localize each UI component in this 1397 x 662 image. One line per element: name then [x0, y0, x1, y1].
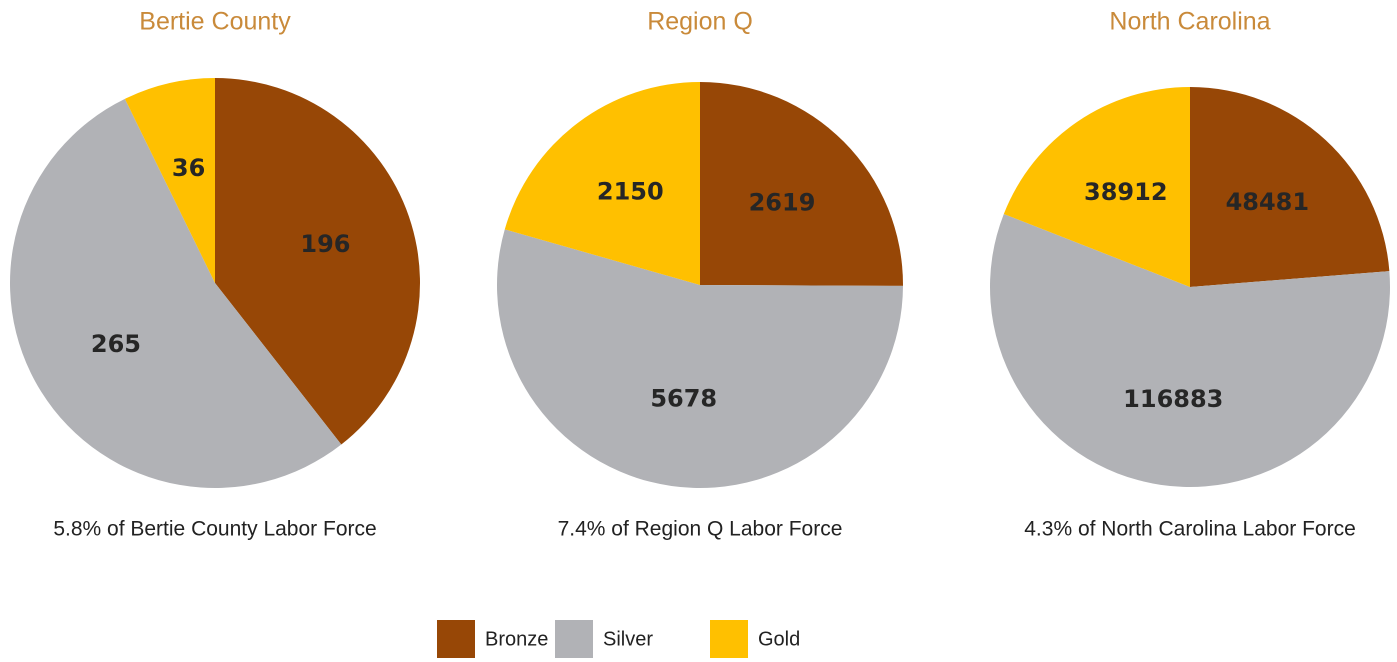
pie-slice [700, 82, 903, 286]
chart-subtitle: 4.3% of North Carolina Labor Force [1024, 518, 1356, 541]
pie-slice [9, 98, 342, 489]
data-label: 265 [91, 330, 141, 358]
chart-title: Bertie County [139, 8, 291, 36]
chart-subtitle: 7.4% of Region Q Labor Force [558, 518, 843, 541]
legend-label: Bronze [485, 628, 548, 650]
data-label: 196 [300, 230, 350, 258]
pie-slice [496, 229, 903, 489]
chart-subtitle: 5.8% of Bertie County Labor Force [53, 518, 376, 541]
data-label: 48481 [1226, 188, 1310, 216]
legend-swatch [555, 620, 593, 658]
data-label: 36 [172, 154, 205, 182]
legend-swatch [710, 620, 748, 658]
chart-title: Region Q [647, 8, 753, 36]
data-label: 2150 [597, 178, 664, 206]
data-label: 38912 [1084, 178, 1168, 206]
pie-slice [124, 78, 215, 283]
pie-slice [215, 78, 420, 445]
legend-swatch [437, 620, 475, 658]
data-label: 2619 [749, 188, 816, 216]
pie-slice [1003, 87, 1190, 287]
data-label: 116883 [1123, 385, 1223, 413]
data-label: 5678 [650, 385, 717, 413]
pie-slice [989, 213, 1391, 488]
chart-title: North Carolina [1109, 8, 1270, 36]
pie-slice [1190, 87, 1390, 287]
legend-label: Silver [603, 628, 653, 650]
legend-label: Gold [758, 628, 800, 650]
pie-slice [504, 82, 700, 285]
